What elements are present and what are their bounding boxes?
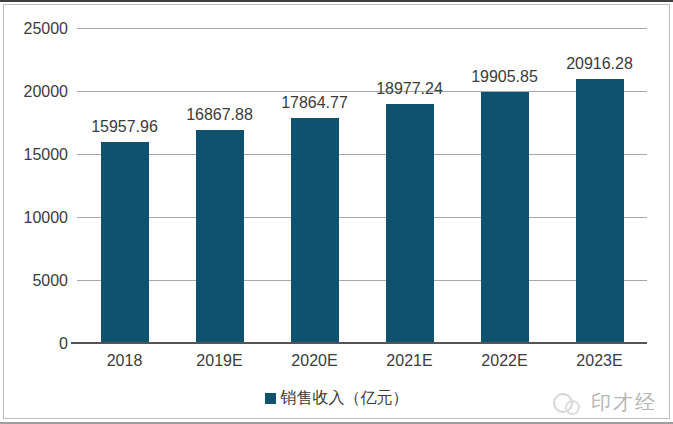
- bar-column: 20916.28: [552, 28, 647, 343]
- plot-area: 15957.96 16867.88 17864.77 18977.24 1990…: [77, 28, 647, 343]
- x-tick-label: 2021E: [362, 352, 457, 370]
- bar-column: 19905.85: [457, 28, 552, 343]
- bar-column: 17864.77: [267, 28, 362, 343]
- x-tick-label: 2019E: [172, 352, 267, 370]
- bar-column: 16867.88: [172, 28, 267, 343]
- bar-2022e: [481, 92, 529, 343]
- x-tick-label: 2018: [77, 352, 172, 370]
- bar-2018: [101, 142, 149, 343]
- y-tick-label: 25000: [4, 21, 68, 37]
- y-tick-label: 5000: [4, 273, 68, 289]
- x-tick-label: 2020E: [267, 352, 362, 370]
- legend-marker-square: [265, 393, 276, 404]
- bar-2020e: [291, 118, 339, 343]
- y-tick-label: 20000: [4, 84, 68, 100]
- bar-column: 15957.96: [77, 28, 172, 343]
- top-border-strip: [0, 0, 673, 2]
- legend-label: 销售收入（亿元）: [281, 388, 409, 409]
- bar-value-label: 16867.88: [186, 107, 253, 123]
- watermark: 印才经: [553, 389, 657, 416]
- bar-value-label: 20916.28: [566, 56, 633, 72]
- chart-frame: 25000 20000 15000 10000 5000 0 15957.96 …: [3, 4, 670, 419]
- bar-2021e: [386, 104, 434, 343]
- y-tick-label: 15000: [4, 147, 68, 163]
- bar-value-label: 19905.85: [471, 69, 538, 85]
- bar-column: 18977.24: [362, 28, 457, 343]
- x-axis-line: [71, 342, 647, 344]
- bar-value-label: 15957.96: [91, 119, 158, 135]
- x-tick-label: 2023E: [552, 352, 647, 370]
- bar-2019e: [196, 130, 244, 343]
- watermark-logo-icon: [553, 391, 583, 415]
- bar-columns: 15957.96 16867.88 17864.77 18977.24 1990…: [77, 28, 647, 343]
- y-tick-label: 10000: [4, 210, 68, 226]
- bar-value-label: 17864.77: [281, 95, 348, 111]
- watermark-text: 印才经: [591, 389, 657, 416]
- bar-2023e: [576, 79, 624, 343]
- x-axis-labels: 2018 2019E 2020E 2021E 2022E 2023E: [77, 352, 647, 370]
- x-tick-label: 2022E: [457, 352, 552, 370]
- bar-value-label: 18977.24: [376, 81, 443, 97]
- y-tick-label: 0: [4, 336, 68, 352]
